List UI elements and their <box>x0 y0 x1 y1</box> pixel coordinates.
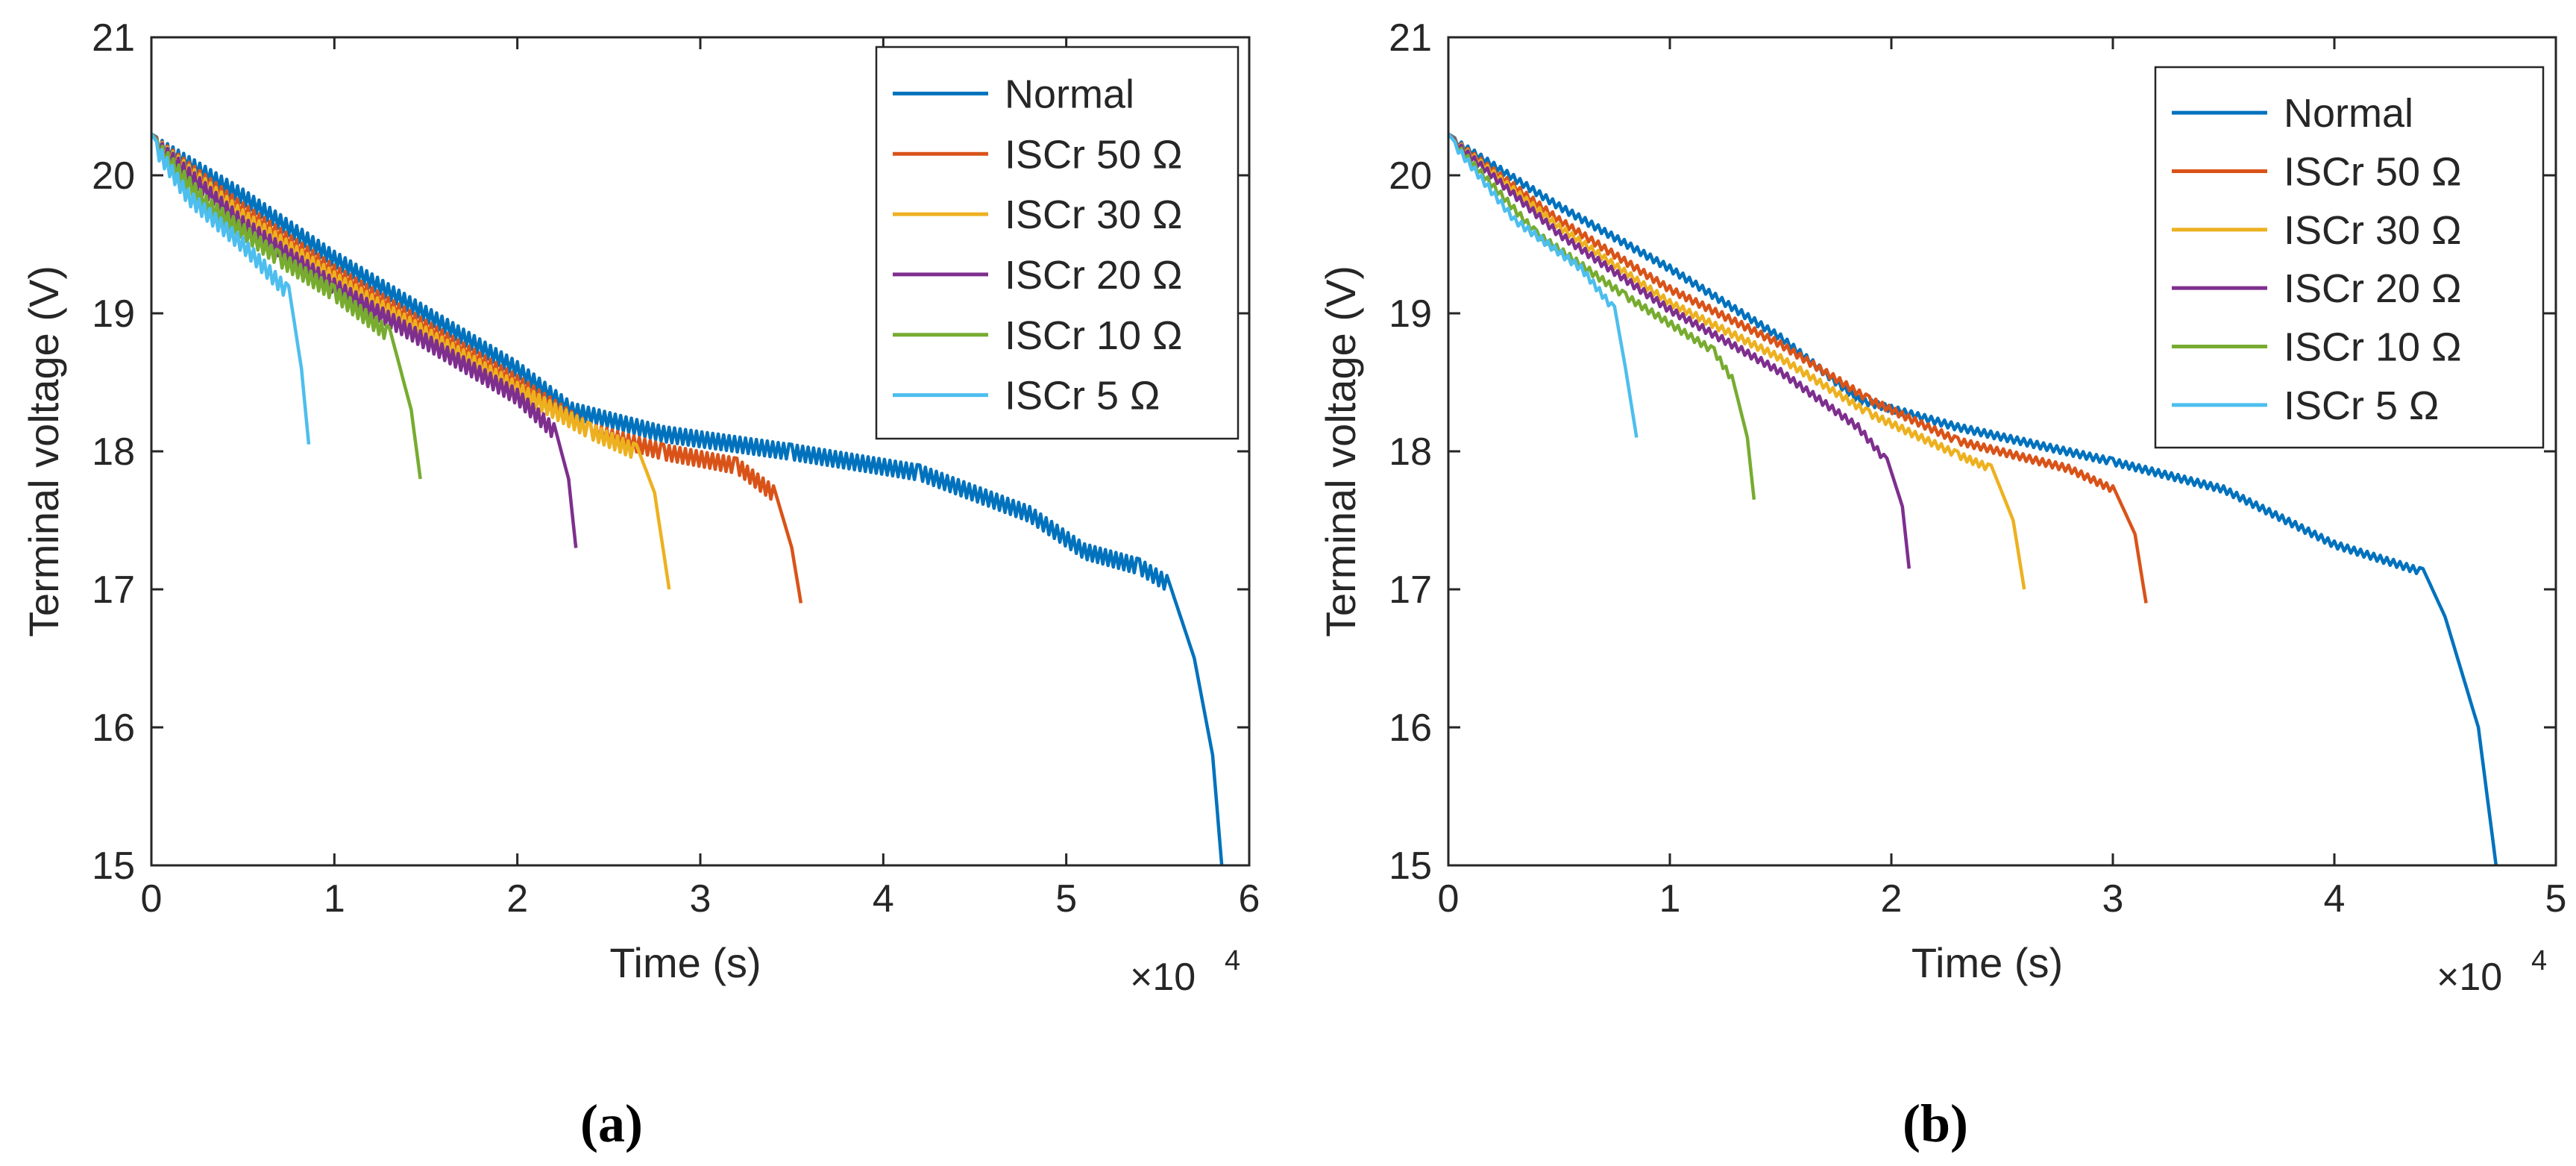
x-tick-label: 0 <box>141 877 163 921</box>
series-line-iscr20 <box>151 132 578 548</box>
legend-label: Normal <box>1005 72 1134 116</box>
legend-label: ISCr 30 Ω <box>1005 192 1182 237</box>
x-axis-label: Time (s) <box>1911 939 2063 986</box>
x-exponent-label: ×10 <box>1130 956 1196 999</box>
x-tick-label: 6 <box>1239 877 1260 921</box>
series-line-iscr30 <box>151 132 671 590</box>
x-exponent-power: 4 <box>1225 945 1240 977</box>
x-tick-label: 4 <box>873 877 894 921</box>
x-tick-label: 2 <box>1881 877 1903 921</box>
legend: Normal ISCr 50 Ω ISCr 30 Ω ISCr 20 Ω ISCr 10… <box>875 46 1240 440</box>
y-tick-label: 15 <box>92 844 135 888</box>
y-tick-label: 16 <box>92 706 135 750</box>
legend-label: ISCr 10 Ω <box>1005 313 1182 358</box>
legend: Normal ISCr 50 Ω ISCr 30 Ω ISCr 20 Ω ISCr 10… <box>2154 66 2545 449</box>
x-axis-label: Time (s) <box>609 939 761 986</box>
y-tick-label: 21 <box>1389 16 1432 60</box>
y-tick-label: 20 <box>92 154 135 198</box>
legend-label: ISCr 5 Ω <box>2284 383 2439 428</box>
series-line-iscr5 <box>1448 133 1639 438</box>
panel-caption: (a) <box>580 1094 643 1153</box>
y-tick-label: 21 <box>92 16 135 60</box>
y-tick-label: 15 <box>1389 844 1432 888</box>
x-tick-label: 4 <box>2324 877 2346 921</box>
series-group <box>1448 132 2498 865</box>
series-line-iscr50 <box>1448 132 2148 604</box>
chart-panel-b: 0 1 2 3 4 5 15 16 17 18 19 20 21 Time (s) Terminal vol… <box>1317 16 2566 1153</box>
y-tick-label: 18 <box>92 430 135 474</box>
x-tick-label: 1 <box>1659 877 1681 921</box>
y-axis-label: Terminal voltage (V) <box>1317 266 1364 637</box>
series-line-iscr20 <box>1448 132 1911 569</box>
x-tick-label: 3 <box>690 877 711 921</box>
legend-label: ISCr 20 Ω <box>1005 253 1182 298</box>
legend-box <box>2154 66 2545 449</box>
series-line-normal <box>151 132 1224 865</box>
legend-label: ISCr 20 Ω <box>2284 266 2461 311</box>
x-tick-label: 1 <box>324 877 345 921</box>
series-line-iscr30 <box>1448 132 2026 590</box>
legend-box <box>875 46 1240 440</box>
x-tick-label: 3 <box>2102 877 2124 921</box>
series-line-iscr10 <box>1448 132 1756 501</box>
x-exponent-label: ×10 <box>2437 956 2502 999</box>
y-tick-label: 17 <box>1389 568 1432 612</box>
y-tick-label: 17 <box>92 568 135 612</box>
legend-label: ISCr 50 Ω <box>2284 150 2461 195</box>
series-group <box>151 132 1224 865</box>
y-tick-label: 19 <box>92 292 135 336</box>
legend-label: ISCr 5 Ω <box>1005 374 1160 419</box>
series-line-iscr5 <box>151 133 311 445</box>
x-tick-label: 5 <box>2545 877 2567 921</box>
x-tick-label: 0 <box>1438 877 1460 921</box>
y-tick-label: 19 <box>1389 292 1432 336</box>
y-tick-label: 20 <box>1389 154 1432 198</box>
x-exponent-power: 4 <box>2531 945 2547 977</box>
legend-label: ISCr 30 Ω <box>2284 208 2461 253</box>
legend-label: ISCr 10 Ω <box>2284 325 2461 370</box>
y-tick-label: 18 <box>1389 430 1432 474</box>
chart-panel-a: 0 1 2 3 4 5 6 15 16 17 18 19 20 21 Time (s) Terminal vo… <box>20 16 1260 1153</box>
legend-label: ISCr 50 Ω <box>1005 132 1182 177</box>
x-tick-label: 5 <box>1055 877 1077 921</box>
series-line-normal <box>1448 132 2498 865</box>
panel-caption: (b) <box>1903 1094 1968 1153</box>
legend-label: Normal <box>2284 91 2413 136</box>
x-tick-label: 2 <box>506 877 528 921</box>
y-tick-label: 16 <box>1389 706 1432 750</box>
y-axis-label: Terminal voltage (V) <box>20 266 67 637</box>
